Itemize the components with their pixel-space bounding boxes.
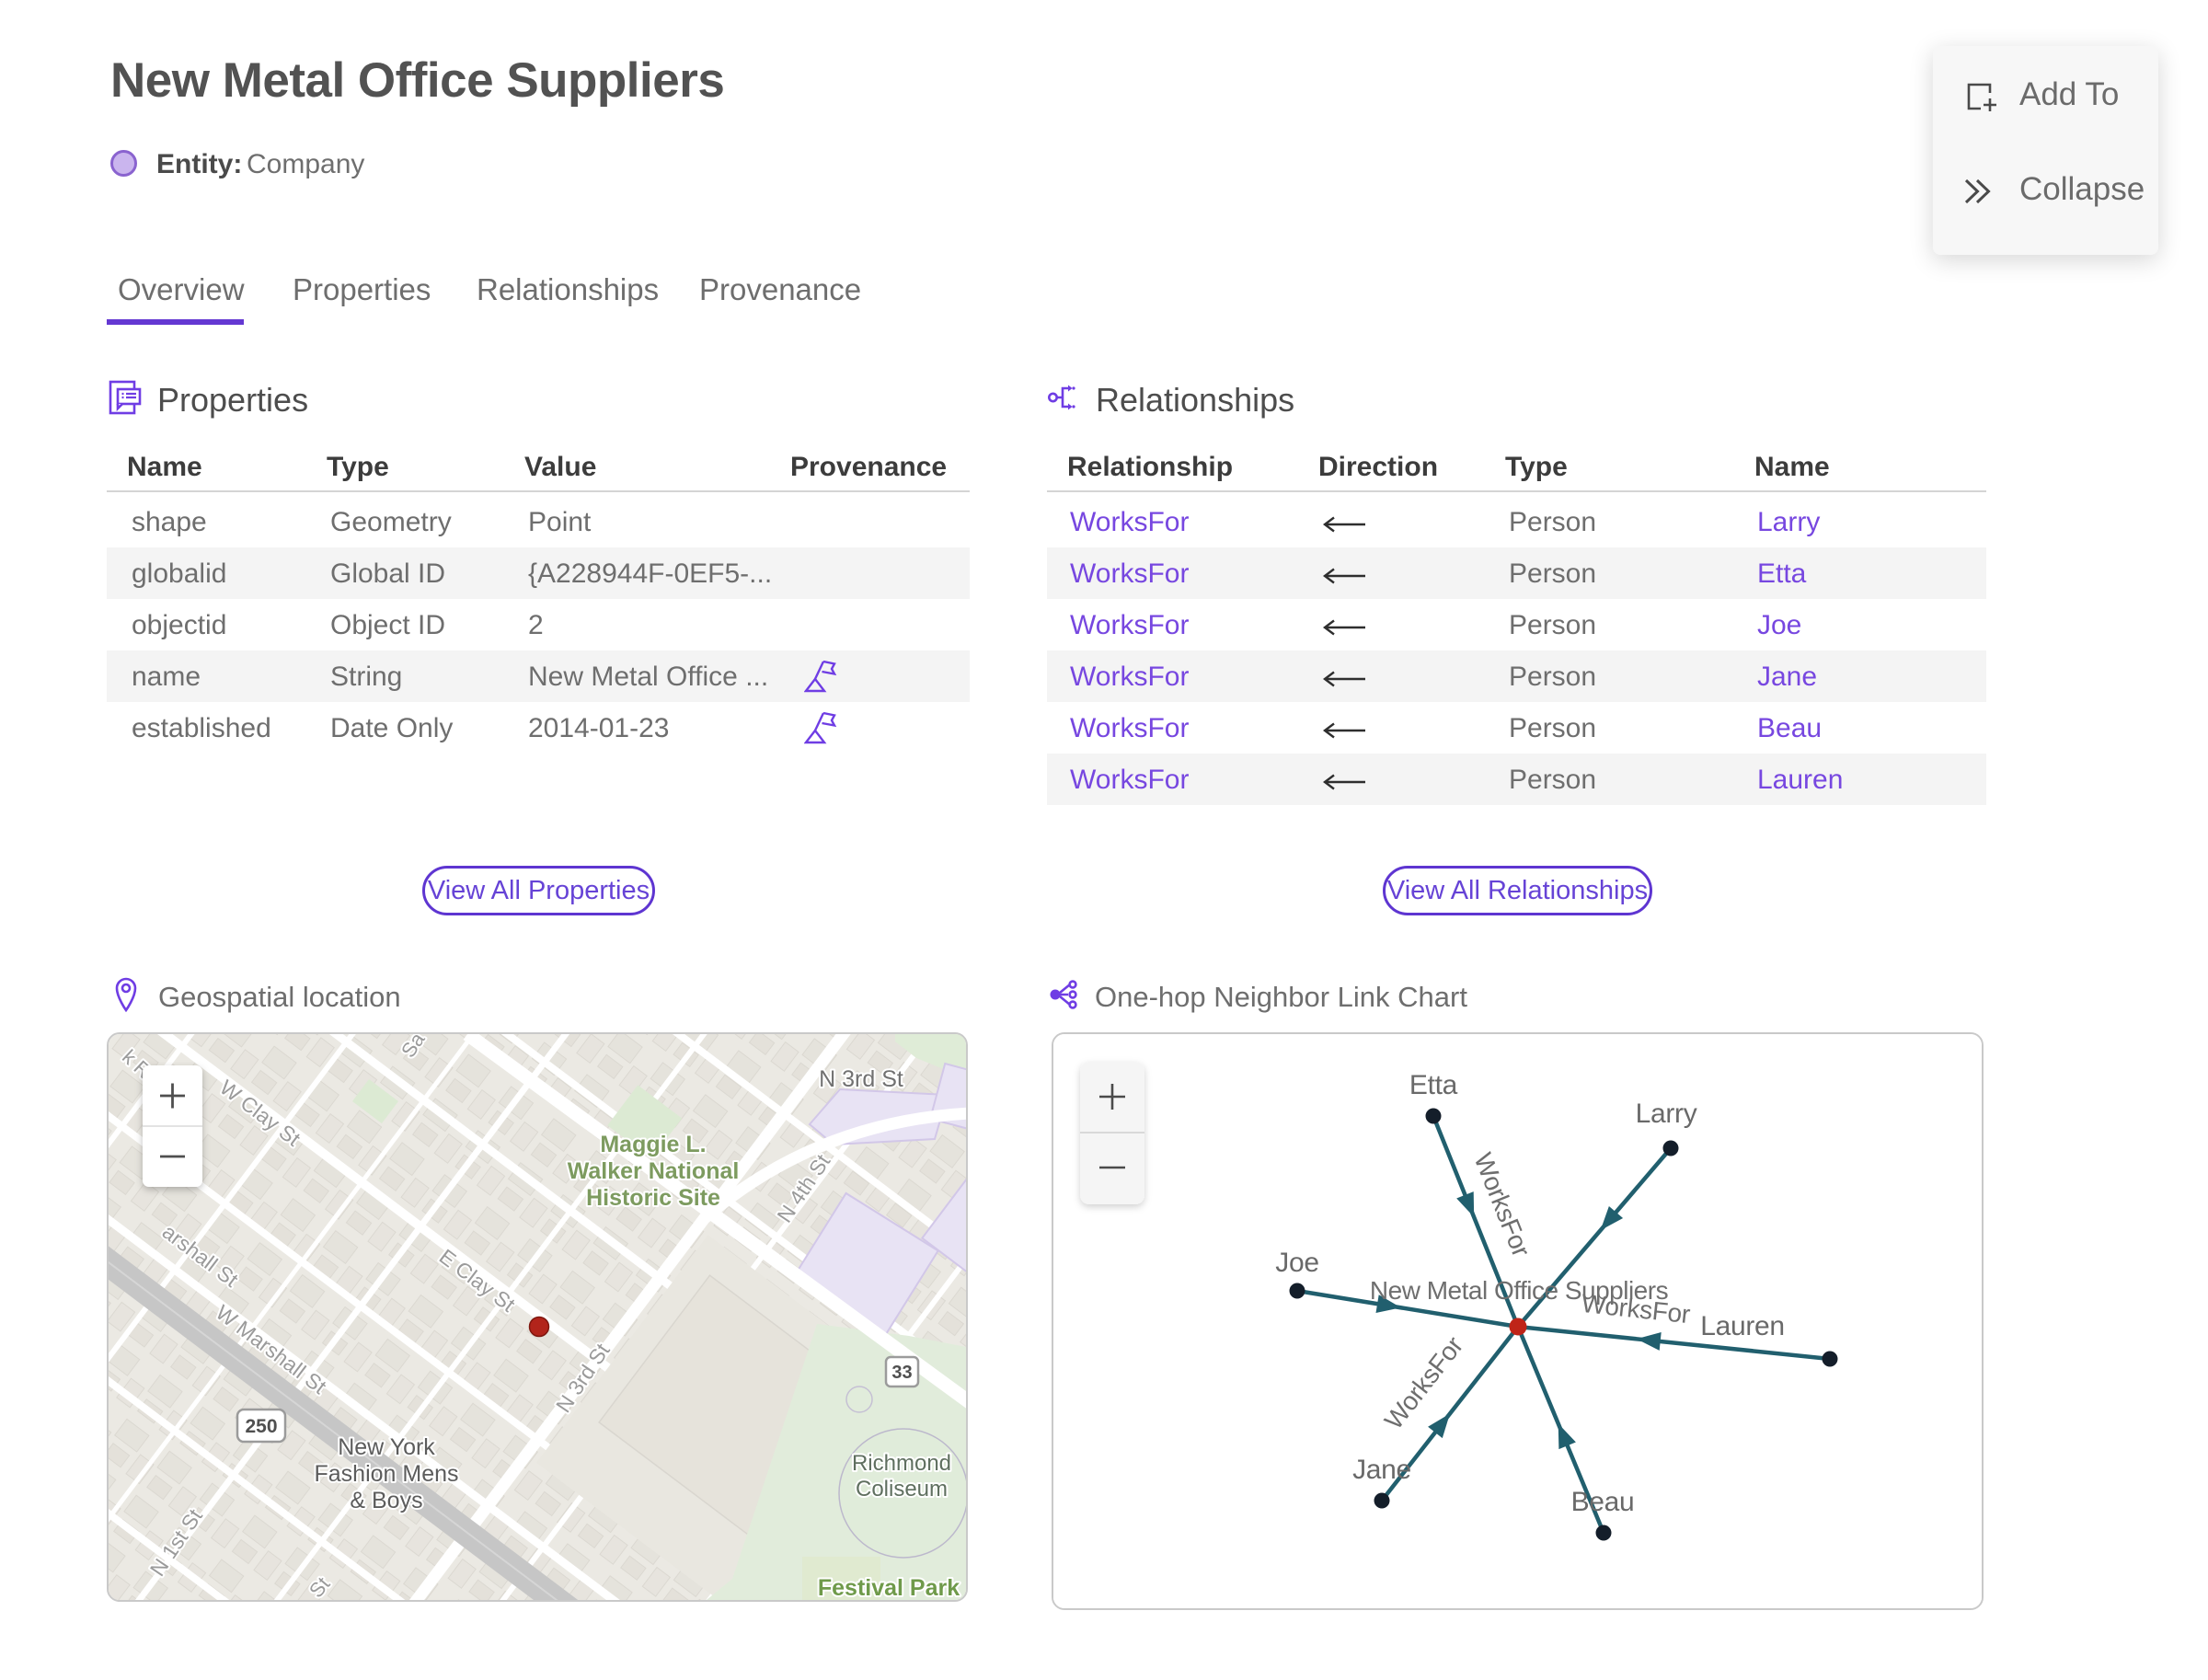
svg-text:250: 250 (245, 1416, 277, 1437)
svg-text:Festival Park: Festival Park (818, 1575, 960, 1600)
svg-text:Lauren: Lauren (1700, 1311, 1785, 1341)
svg-text:Historic Site: Historic Site (586, 1185, 720, 1211)
svg-text:33: 33 (891, 1363, 912, 1383)
svg-text:Larry: Larry (1636, 1099, 1697, 1129)
svg-text:Joe: Joe (1275, 1248, 1318, 1278)
svg-text:& Boys: & Boys (350, 1488, 422, 1513)
svg-text:Jane: Jane (1352, 1455, 1411, 1485)
svg-text:Maggie L.: Maggie L. (600, 1132, 706, 1157)
svg-text:N 3rd St: N 3rd St (819, 1066, 903, 1092)
svg-text:Fashion Mens: Fashion Mens (314, 1461, 458, 1487)
svg-text:New Metal Office Suppliers: New Metal Office Suppliers (1370, 1276, 1668, 1305)
svg-text:Coliseum: Coliseum (856, 1477, 948, 1502)
svg-text:Walker National: Walker National (568, 1158, 740, 1184)
svg-text:New York: New York (338, 1434, 435, 1460)
svg-text:Beau: Beau (1571, 1487, 1635, 1517)
svg-text:Etta: Etta (1409, 1070, 1458, 1100)
svg-text:Richmond: Richmond (852, 1451, 951, 1476)
